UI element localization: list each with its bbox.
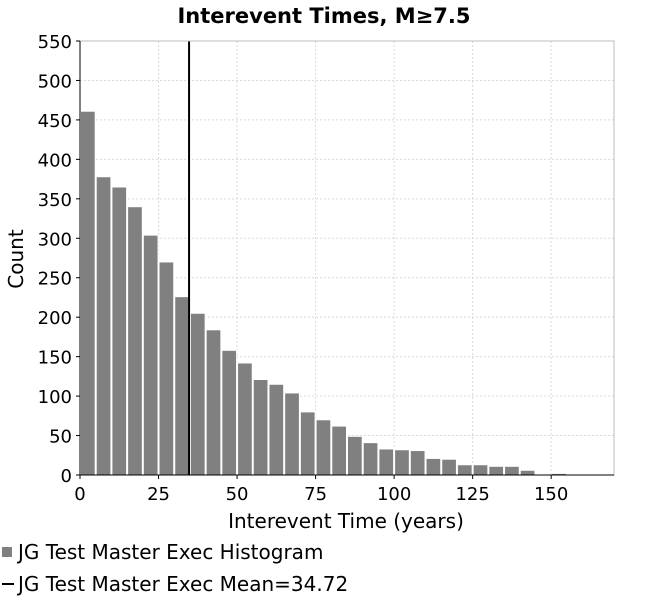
y-tick-label: 50 xyxy=(49,427,72,448)
histogram-bar xyxy=(425,457,442,476)
legend-item-histogram: JG Test Master Exec Histogram xyxy=(2,540,323,564)
x-tick-label: 125 xyxy=(455,484,489,505)
histogram-bar xyxy=(504,465,520,476)
histogram-bar xyxy=(80,110,96,476)
histogram-bar xyxy=(456,464,473,476)
mean-line-swatch-icon xyxy=(2,583,14,585)
histogram-bar xyxy=(205,329,222,476)
histogram-swatch-icon xyxy=(2,547,12,557)
axes xyxy=(76,40,615,479)
y-tick-label: 0 xyxy=(61,466,72,487)
histogram-bar xyxy=(347,435,363,476)
legend-mean-label: JG Test Master Exec Mean=34.72 xyxy=(18,572,349,596)
x-tick-label: 75 xyxy=(304,484,327,505)
histogram-bar xyxy=(472,464,489,476)
x-tick-label: 150 xyxy=(534,484,568,505)
histogram-bar xyxy=(95,176,112,476)
y-tick-label: 450 xyxy=(38,111,72,132)
y-tick-label: 550 xyxy=(38,32,72,53)
histogram-bar xyxy=(174,296,190,476)
histogram-bar xyxy=(221,349,238,476)
histogram-chart: Interevent Times, M≥7.5 0501001502002503… xyxy=(4,4,615,533)
y-tick-label: 500 xyxy=(38,71,72,92)
y-tick-label: 350 xyxy=(38,190,72,211)
histogram-bars xyxy=(80,110,615,476)
histogram-bar xyxy=(378,448,395,476)
histogram-bar xyxy=(158,261,175,476)
x-tick-labels: 0 25 50 75 100 125 150 xyxy=(74,484,568,505)
y-tick-label: 100 xyxy=(38,387,72,408)
histogram-bar xyxy=(409,450,426,476)
legend-histogram-label: JG Test Master Exec Histogram xyxy=(18,540,324,564)
histogram-bar xyxy=(331,425,348,476)
histogram-bar xyxy=(142,234,159,476)
y-tick-label: 250 xyxy=(38,269,72,290)
histogram-bar xyxy=(362,442,379,476)
y-tick-label: 200 xyxy=(38,308,72,329)
x-tick-label: 50 xyxy=(226,484,249,505)
histogram-bar xyxy=(127,206,143,476)
y-tick-labels: 0 50 100 150 200 250 300 350 400 450 500 550 xyxy=(38,32,72,487)
histogram-bar xyxy=(111,186,128,476)
x-tick-label: 100 xyxy=(377,484,411,505)
y-tick-label: 400 xyxy=(38,150,72,171)
histogram-bar xyxy=(441,458,457,476)
x-axis-label: Interevent Time (years) xyxy=(228,509,464,533)
y-tick-label: 300 xyxy=(38,229,72,250)
grid-lines xyxy=(79,40,614,476)
legend-item-mean: JG Test Master Exec Mean=34.72 xyxy=(2,572,348,596)
x-tick-label: 25 xyxy=(147,484,170,505)
chart-title: Interevent Times, M≥7.5 xyxy=(177,4,470,28)
x-tick-label: 0 xyxy=(74,484,85,505)
histogram-bar xyxy=(252,379,269,476)
y-axis-label: Count xyxy=(4,229,28,289)
histogram-bar xyxy=(189,312,206,476)
y-tick-label: 150 xyxy=(38,348,72,369)
histogram-bar xyxy=(519,469,536,476)
histogram-bar xyxy=(299,411,316,476)
histogram-bar xyxy=(394,449,410,476)
histogram-bar xyxy=(315,419,332,476)
histogram-bar xyxy=(237,362,253,476)
histogram-bar xyxy=(284,392,300,476)
histogram-bar xyxy=(268,383,285,476)
histogram-bar xyxy=(488,465,505,476)
